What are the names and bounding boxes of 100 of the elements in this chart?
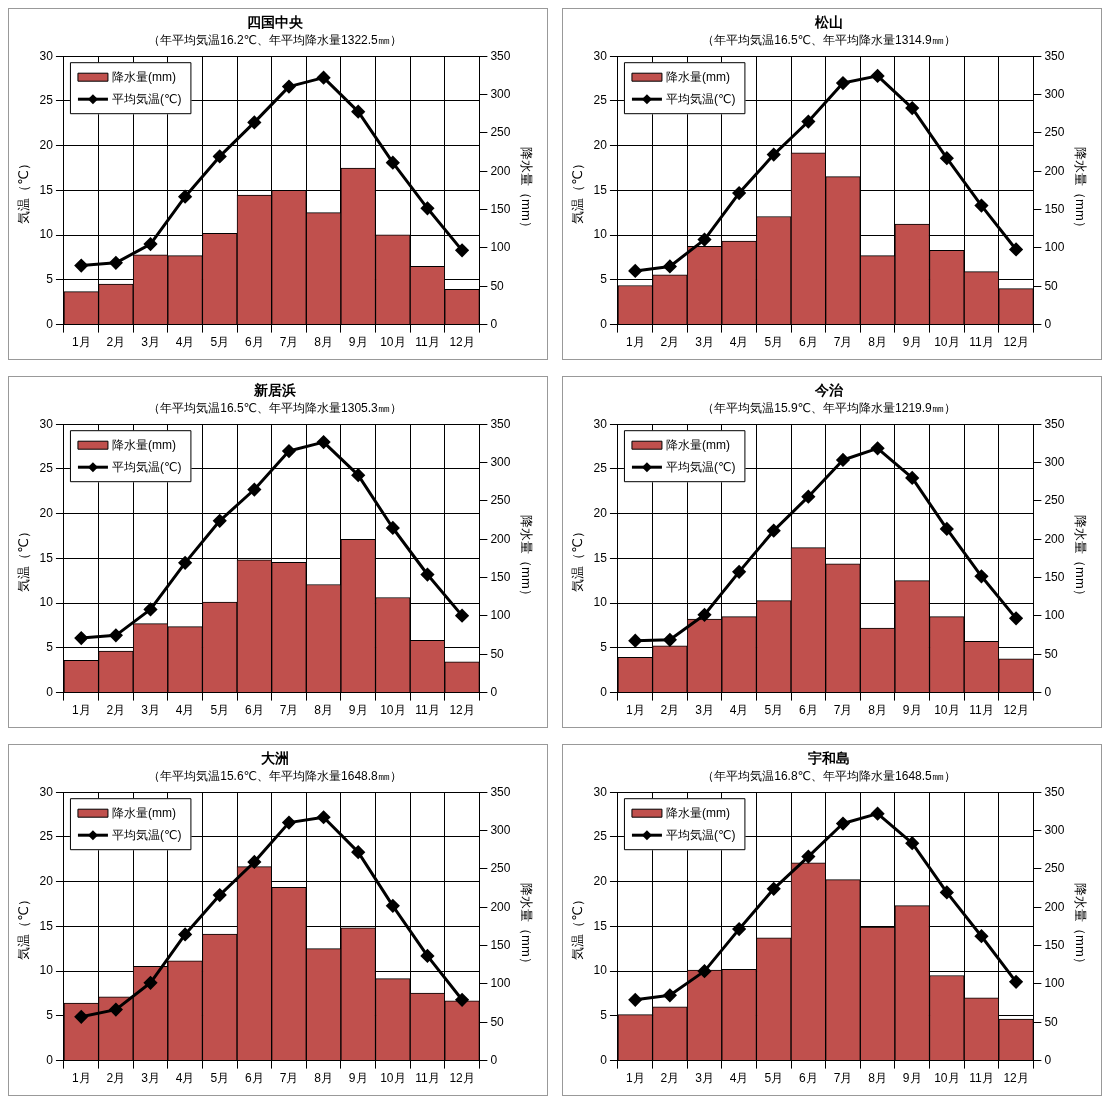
point: [767, 524, 781, 538]
point: [974, 199, 988, 213]
y2-tick-label: 150: [490, 569, 511, 584]
y-tick-label: 0: [46, 316, 54, 331]
y-axis-title: 気温（℃）: [16, 893, 32, 960]
y2-tick-label: 300: [490, 86, 511, 101]
y-tick-label: 15: [39, 918, 54, 933]
legend-label: 降水量(mm): [665, 69, 730, 84]
y2-axis-title: 降水量（mm）: [1072, 883, 1088, 970]
x-tick-label: 12月: [1003, 335, 1029, 350]
y2-axis-title: 降水量（mm）: [1072, 147, 1088, 234]
x-tick-label: 1月: [625, 335, 645, 350]
point: [698, 233, 711, 247]
x-tick-label: 9月: [348, 335, 368, 350]
y-tick-label: 25: [39, 829, 54, 844]
point: [628, 264, 642, 278]
point: [1009, 975, 1023, 989]
point: [455, 993, 469, 1007]
x-tick-label: 6月: [799, 703, 818, 718]
y2-tick-label: 350: [490, 416, 511, 431]
chart-title: 新居浜: [253, 382, 296, 399]
y2-tick-label: 50: [490, 646, 505, 661]
y2-tick-label: 250: [1044, 861, 1065, 876]
y-tick-label: 0: [600, 316, 608, 331]
point: [767, 148, 781, 162]
y-tick-label: 20: [593, 505, 608, 520]
point: [732, 922, 746, 936]
x-tick-label: 5月: [210, 703, 230, 718]
x-tick-label: 11月: [969, 1071, 994, 1086]
y-axis-title: 気温（℃）: [570, 893, 586, 960]
point: [940, 151, 954, 165]
point: [767, 882, 781, 896]
x-tick-label: 4月: [175, 1071, 195, 1086]
x-tick-label: 6月: [799, 335, 818, 350]
y-tick-label: 15: [593, 550, 608, 565]
x-tick-label: 2月: [106, 703, 126, 718]
chart-subtitle: （年平均気温16.5℃、年平均降水量1305.3㎜）: [148, 401, 402, 416]
y2-tick-label: 100: [1044, 240, 1065, 255]
x-tick-label: 6月: [245, 1071, 264, 1086]
legend-label: 降水量(mm): [665, 437, 730, 452]
x-tick-label: 6月: [799, 1071, 818, 1086]
x-tick-label: 5月: [764, 703, 784, 718]
legend-label: 降水量(mm): [111, 805, 176, 820]
x-tick-label: 11月: [415, 703, 440, 718]
chart-title: 松山: [814, 14, 843, 31]
y2-tick-label: 150: [1044, 937, 1065, 952]
x-tick-label: 2月: [660, 1071, 680, 1086]
legend-label: 平均気温(℃): [111, 459, 182, 474]
y2-tick-label: 250: [490, 493, 511, 508]
legend-label: 平均気温(℃): [111, 827, 182, 842]
y2-tick-label: 50: [1044, 278, 1059, 293]
y2-tick-label: 300: [490, 822, 511, 837]
point: [974, 569, 988, 583]
x-tick-label: 3月: [141, 703, 160, 718]
point: [282, 80, 296, 94]
y-tick-label: 15: [593, 182, 608, 197]
point: [109, 1003, 123, 1017]
y-tick-label: 10: [39, 595, 54, 610]
point: [1009, 242, 1023, 256]
point: [74, 259, 88, 273]
x-tick-label: 2月: [106, 335, 126, 350]
x-tick-label: 1月: [625, 703, 645, 718]
x-tick-label: 6月: [245, 703, 264, 718]
x-tick-label: 10月: [934, 1071, 960, 1086]
point: [317, 435, 331, 449]
y-tick-label: 25: [593, 829, 608, 844]
point: [628, 634, 642, 648]
x-tick-label: 1月: [71, 335, 91, 350]
point: [801, 850, 815, 864]
point: [144, 976, 157, 990]
x-tick-label: 3月: [141, 1071, 160, 1086]
y-tick-label: 10: [593, 595, 608, 610]
point: [213, 514, 227, 528]
y-tick-label: 25: [39, 93, 54, 108]
legend-label: 降水量(mm): [111, 437, 176, 452]
y2-tick-label: 250: [490, 125, 511, 140]
y2-tick-label: 100: [490, 608, 511, 623]
x-tick-label: 7月: [279, 703, 299, 718]
y2-tick-label: 300: [1044, 454, 1065, 469]
y2-tick-label: 100: [1044, 608, 1065, 623]
y2-tick-label: 0: [1044, 316, 1052, 331]
x-tick-label: 9月: [902, 1071, 922, 1086]
y-tick-label: 5: [46, 272, 54, 287]
legend-label: 平均気温(℃): [665, 91, 736, 106]
y-tick-label: 20: [39, 505, 54, 520]
chart-subtitle: （年平均気温16.8℃、年平均降水量1648.5㎜）: [702, 769, 956, 784]
point: [247, 855, 261, 869]
point: [317, 71, 331, 85]
point: [74, 1010, 88, 1024]
chart-subtitle: （年平均気温16.2℃、年平均降水量1322.5㎜）: [148, 33, 402, 48]
y-tick-label: 10: [593, 963, 608, 978]
y2-tick-label: 50: [490, 278, 505, 293]
point: [801, 490, 815, 504]
y-tick-label: 0: [46, 1052, 54, 1067]
y-tick-label: 10: [593, 227, 608, 242]
y2-tick-label: 300: [490, 454, 511, 469]
y-axis-title: 気温（℃）: [570, 525, 586, 592]
x-tick-label: 11月: [969, 703, 994, 718]
x-tick-label: 1月: [625, 1071, 645, 1086]
y2-tick-label: 350: [1044, 416, 1065, 431]
